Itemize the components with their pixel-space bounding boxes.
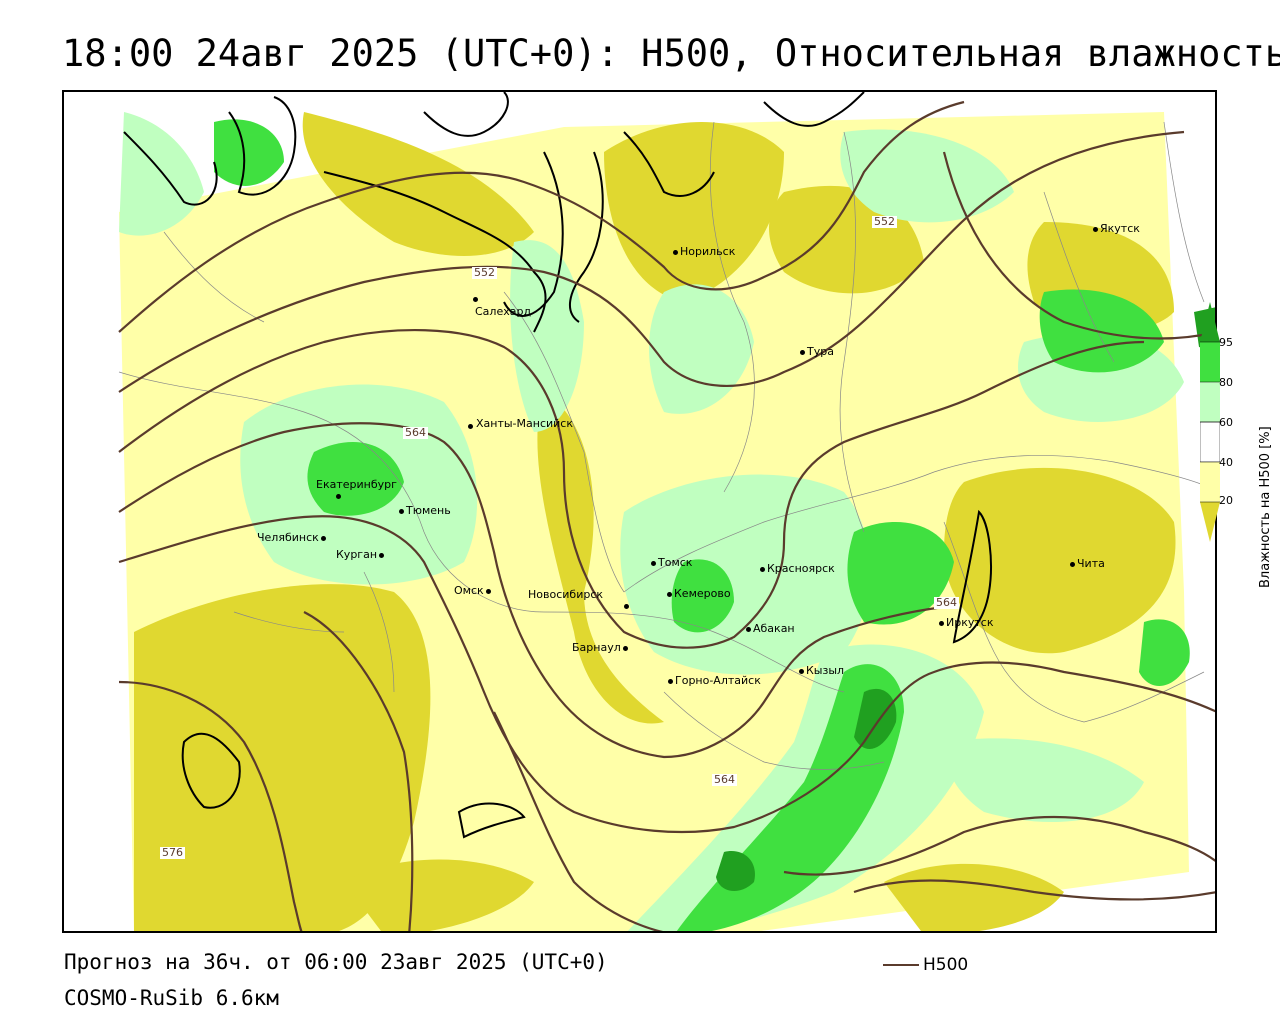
city-gorno-altaysk: Горно-Алтайск	[668, 675, 761, 686]
city-salekhard-label: Салехард	[475, 305, 532, 318]
city-tomsk: Томск	[651, 557, 692, 568]
h500-isohypses	[118, 100, 1215, 931]
city-chita: Чита	[1070, 558, 1105, 569]
map-area: 552 552 564 564 564 576 Норильск Якутск …	[62, 90, 1217, 933]
humidity-colorbar	[1200, 302, 1220, 542]
isohypse-label: 564	[712, 773, 737, 786]
city-abakan: Абакан	[746, 623, 795, 634]
city-yakutsk: Якутск	[1093, 223, 1140, 234]
saturated-zones	[716, 307, 1215, 892]
city-khanty-mansiysk-label: Ханты-Мансийск	[476, 417, 573, 430]
city-chelyabinsk: Челябинск	[257, 532, 328, 543]
city-tura: Тура	[800, 346, 834, 357]
colorbar-tick: 20	[1219, 494, 1233, 507]
model-name: COSMO-RuSib 6.6км	[64, 986, 279, 1010]
city-kurgan: Курган	[336, 549, 386, 560]
city-norilsk: Норильск	[673, 246, 735, 257]
regional-borders	[118, 121, 1215, 770]
city-irkutsk: Иркутск	[939, 617, 993, 628]
colorbar-tick: 80	[1219, 376, 1233, 389]
city-novosibirsk: Новосибирск	[528, 588, 604, 601]
city-khanty-mansiysk	[468, 420, 475, 431]
isohypse-label: 552	[872, 215, 897, 228]
city-kemerovo: Кемерово	[667, 588, 731, 599]
city-kyzyl: Кызыл	[799, 665, 844, 676]
humidity-map	[64, 92, 1215, 931]
colorbar-tick: 40	[1219, 456, 1233, 469]
city-tyumen: Тюмень	[399, 505, 451, 516]
forecast-info: Прогноз на 36ч. от 06:00 23авг 2025 (UTC…	[64, 950, 608, 974]
colorbar-title: Влажность на H500 [%]	[1258, 426, 1273, 588]
city-krasnoyarsk: Красноярск	[760, 563, 835, 574]
colorbar-tick: 95	[1219, 336, 1233, 349]
h500-legend: H500	[883, 955, 968, 975]
city-yekaterinburg	[336, 490, 343, 501]
colorbar-tick: 60	[1219, 416, 1233, 429]
isohypse-label: 552	[472, 266, 497, 279]
h500-line-swatch	[883, 964, 919, 966]
city-omsk: Омск	[454, 585, 493, 596]
chart-title: 18:00 24авг 2025 (UTC+0): H500, Относите…	[62, 32, 1280, 75]
city-novosibirsk-dot	[624, 600, 631, 611]
isohypse-label: 564	[403, 426, 428, 439]
city-salekhard	[473, 293, 480, 304]
city-yekaterinburg-label: Екатеринбург	[316, 478, 397, 491]
isohypse-label: 564	[934, 596, 959, 609]
coastlines	[123, 92, 992, 839]
isohypse-label: 576	[160, 846, 185, 859]
city-barnaul: Барнаул	[572, 642, 630, 653]
